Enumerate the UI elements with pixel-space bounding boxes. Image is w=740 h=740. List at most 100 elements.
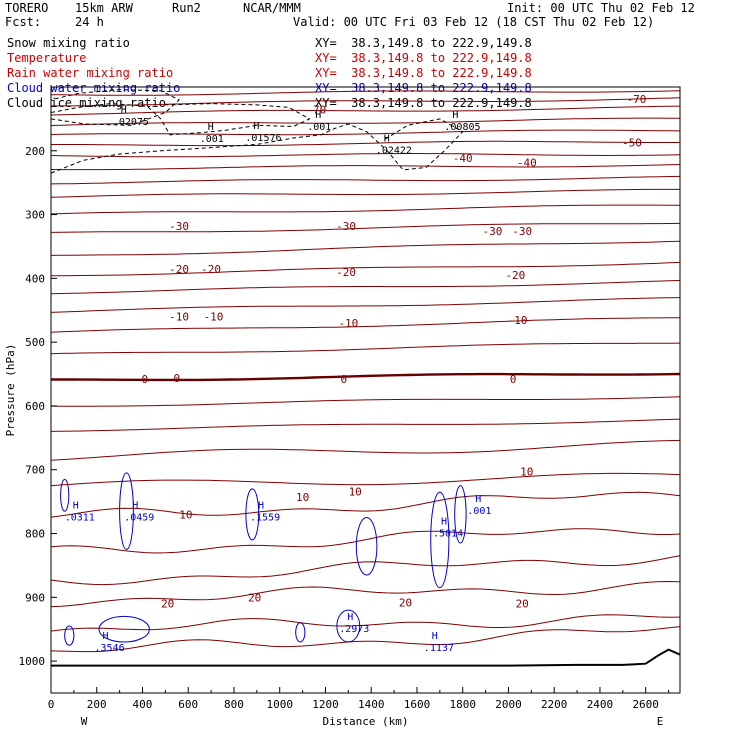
x-tick-label: 2600 bbox=[632, 698, 659, 711]
h-marker: H bbox=[258, 500, 264, 511]
maximum-value: .00805 bbox=[444, 122, 480, 133]
temperature-label: -50 bbox=[622, 137, 642, 150]
snow-contour bbox=[50, 103, 311, 136]
h-marker: H bbox=[432, 631, 438, 642]
y-tick-label: 900 bbox=[25, 591, 45, 604]
temperature-label: -30 bbox=[482, 225, 502, 238]
temperature-label: 0 bbox=[141, 373, 148, 386]
legend-range-cloud-ice: XY= 38.3,149.8 to 222.9,149.8 bbox=[315, 96, 532, 110]
temperature-label: -20 bbox=[201, 263, 221, 276]
legend-label-temperature: Temperature bbox=[7, 51, 87, 65]
temperature-label: 0 bbox=[173, 372, 180, 385]
h-marker: H bbox=[103, 631, 109, 642]
h-marker: H bbox=[121, 105, 127, 116]
temperature-label: -70 bbox=[627, 93, 647, 106]
temperature-label: -20 bbox=[169, 263, 189, 276]
isotherm-line bbox=[50, 342, 681, 355]
h-marker: H bbox=[384, 134, 390, 145]
legend-range-rain: XY= 38.3,149.8 to 222.9,149.8 bbox=[315, 66, 532, 80]
isotherm-line bbox=[50, 614, 681, 632]
legend-range-temperature: XY= 38.3,149.8 to 222.9,149.8 bbox=[315, 51, 532, 65]
cloud-water-contour bbox=[355, 517, 378, 576]
legend-label-snow: Snow mixing ratio bbox=[7, 36, 130, 50]
temperature-label: 0 bbox=[510, 373, 517, 386]
cloud-water-contour bbox=[430, 491, 450, 589]
x-left-end-label: W bbox=[81, 715, 88, 728]
cloud-water-contours bbox=[60, 472, 467, 646]
y-tick-label: 700 bbox=[25, 464, 45, 477]
header-valid: Valid: 00 UTC Fri 03 Feb 12 (18 CST Thu … bbox=[293, 15, 655, 29]
temperature-label: -30 bbox=[336, 220, 356, 233]
isotherm-line bbox=[50, 439, 681, 461]
y-tick-label: 400 bbox=[25, 272, 45, 285]
temperature-label: -40 bbox=[517, 156, 537, 169]
x-tick-label: 200 bbox=[87, 698, 107, 711]
isotherm-line bbox=[50, 188, 680, 198]
temperature-label: 10 bbox=[349, 485, 362, 498]
isotherm-line bbox=[50, 175, 681, 185]
isotherm-line bbox=[51, 97, 681, 107]
x-axis-label: Distance (km) bbox=[322, 715, 408, 728]
maximum-value: .02422 bbox=[376, 146, 412, 157]
isotherm-line bbox=[50, 117, 680, 126]
temperature-label: 20 bbox=[248, 591, 261, 604]
temperature-label: 20 bbox=[516, 598, 529, 611]
isotherm-line bbox=[51, 140, 680, 147]
temperature-label: -10 bbox=[203, 311, 223, 324]
h-marker: H bbox=[441, 516, 447, 527]
temperature-label: -10 bbox=[338, 317, 358, 330]
h-marker: H bbox=[208, 122, 214, 133]
temperature-label: -10 bbox=[169, 311, 189, 324]
isotherm-line bbox=[50, 317, 681, 333]
isotherm-line bbox=[50, 626, 681, 653]
isotherm-0 bbox=[51, 372, 681, 382]
snow-contour bbox=[50, 89, 180, 126]
y-tick-label: 200 bbox=[25, 145, 45, 158]
maximum-value: .1559 bbox=[250, 512, 280, 523]
isotherm-line bbox=[50, 472, 681, 487]
temperature-label: 10 bbox=[296, 491, 309, 504]
legend-label-cloud-water: Cloud water mixing ratio bbox=[7, 81, 181, 95]
x-tick-label: 1800 bbox=[449, 698, 476, 711]
header-init: Init: 00 UTC Thu 02 Feb 12 bbox=[507, 1, 695, 15]
h-marker: H bbox=[475, 494, 481, 505]
snow-contour bbox=[50, 118, 464, 174]
x-tick-label: 1200 bbox=[312, 698, 339, 711]
maximum-value: .01576 bbox=[245, 133, 281, 144]
header-resolution: 15km ARW bbox=[75, 1, 133, 15]
cloud-water-contour bbox=[98, 615, 150, 643]
isotherm-line bbox=[50, 418, 681, 432]
temperature-label: -40 bbox=[453, 152, 473, 165]
maximum-value: .1137 bbox=[424, 643, 454, 654]
h-marker: H bbox=[132, 500, 138, 511]
isotherm-line bbox=[50, 90, 681, 96]
temperature-label: -30 bbox=[169, 220, 189, 233]
header-org: NCAR/MMM bbox=[243, 1, 301, 15]
cloud-water-contour bbox=[64, 625, 75, 646]
maximum-value: .3546 bbox=[95, 643, 125, 654]
isotherm-line bbox=[50, 280, 681, 295]
terrain-line bbox=[51, 648, 681, 667]
x-tick-label: 0 bbox=[48, 698, 55, 711]
isotherm-line bbox=[50, 222, 681, 233]
isotherm-line bbox=[50, 297, 681, 313]
isotherm-line bbox=[50, 153, 681, 158]
maximum-value: .001 bbox=[307, 122, 331, 133]
y-tick-label: 600 bbox=[25, 400, 45, 413]
cloud-water-contour bbox=[336, 609, 361, 643]
y-tick-label: 500 bbox=[25, 336, 45, 349]
h-marker: H bbox=[347, 612, 353, 623]
header-run: Run2 bbox=[172, 1, 201, 15]
temperature-label: -20 bbox=[336, 266, 356, 279]
temperature-label: 10 bbox=[179, 508, 192, 521]
maximum-value: .02075 bbox=[113, 117, 149, 128]
x-tick-label: 1000 bbox=[266, 698, 293, 711]
maximum-value: .0459 bbox=[124, 512, 154, 523]
temperature-label: -10 bbox=[508, 314, 528, 327]
header-fcst-label: Fcst: bbox=[5, 15, 42, 29]
maximum-value: .5014 bbox=[433, 528, 463, 539]
isotherm-line bbox=[50, 396, 681, 407]
legend-label-cloud-ice: Cloud ice mixing ratio bbox=[7, 96, 166, 110]
temperature-label: -20 bbox=[505, 269, 525, 282]
cloud-water-contour bbox=[60, 478, 70, 512]
